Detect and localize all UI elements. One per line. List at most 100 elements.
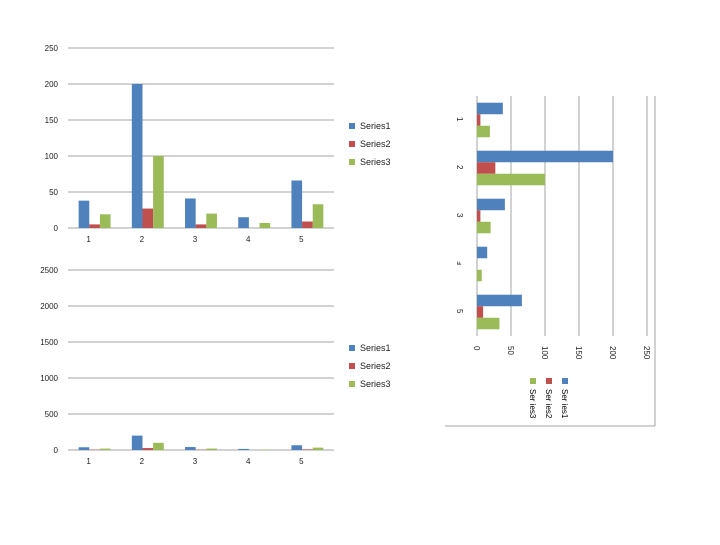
chart3-legend-series2: Ser ies2 [544,378,554,418]
chart1-legend-swatch-2 [349,141,355,147]
chart1-xtick-label: 3 [193,235,198,244]
chart1-legend-label-3: Series3 [360,157,391,167]
chart3-legend-label-1: Ser ies1 [561,389,570,418]
chart2-xtick-label: 3 [193,457,198,466]
chart2-legend-label-1: Series1 [360,343,391,353]
chart1-ytick-label: 150 [45,116,59,125]
chart2-bar [100,449,111,450]
chart1-legend: Series1 Series2 Series3 [349,117,391,171]
chart1-legend-series3: Series3 [349,153,391,171]
chart1-legend-series1: Series1 [349,117,391,135]
chart3-legend-label-2: Ser ies2 [545,389,554,418]
chart2-xtick-label: 5 [299,457,304,466]
chart2-xtick-label: 2 [140,457,145,466]
chart1-xtick-label: 2 [140,235,145,244]
chart3-legend: Ser ies1 Ser ies2 Ser ies3 [528,372,578,422]
chart2-ytick-label: 2500 [40,266,58,275]
chart1-bar [260,223,271,228]
chart3-bar [477,162,495,174]
chart3-bar [477,126,490,138]
chart1-bar [291,180,302,228]
chart2-ytick-label: 1000 [40,374,58,383]
chart2-bar [238,449,249,450]
chart2-bar [153,443,164,450]
chart1-ytick-label: 100 [45,152,59,161]
chart1-bar [100,214,111,228]
chart2-bar [260,449,271,450]
chart2-ytick-label: 500 [45,410,59,419]
chart3-xtick-label: 50 [506,346,515,355]
chart3-bar [477,210,480,222]
chart2-bar [185,447,196,450]
chart1-ytick-label: 0 [54,224,59,233]
chart2-legend-label-2: Series2 [360,361,391,371]
chart2-bar [291,445,302,450]
chart3-bar [477,199,505,211]
chart2-xtick-label: 4 [246,457,251,466]
chart2-bar [142,448,153,450]
chart3-legend-series3: Ser ies3 [528,378,538,418]
chart1-bar [142,209,153,228]
chart2-ytick-label: 1500 [40,338,58,347]
chart2-legend-swatch-2 [349,363,355,369]
chart1-bar [196,224,207,228]
chart1-xtick-label: 5 [299,235,304,244]
chart2-legend-label-3: Series3 [360,379,391,389]
chart2-legend-swatch-1 [349,345,355,351]
chart3-bar [477,114,480,126]
chart1-ytick-label: 50 [49,188,58,197]
chart2-bar [132,436,143,450]
chart1-bar [153,156,164,228]
chart3-bar [477,295,522,307]
chart3-xtick-label: 200 [608,346,617,360]
chart1-xtick-label: 1 [86,235,91,244]
chart1-bar [132,84,143,228]
chart3-category-label: 3 [455,213,464,218]
chart3-xtick-label: 150 [574,346,583,360]
chart3-bar [477,222,491,234]
chart3-legend-series1: Ser ies1 [560,378,570,418]
chart1-ytick-label: 200 [45,80,59,89]
chart3-bar [477,318,499,330]
chart3-bar [477,174,545,186]
chart2-bar [313,448,324,450]
chart3-bar [477,103,503,115]
chart1-bar [313,204,324,228]
chart3-bar [477,270,482,282]
chart3-xtick-label: 100 [540,346,549,360]
chart2-xtick-label: 1 [86,457,91,466]
chart3-category-label: 2 [455,165,464,170]
chart1-bar [89,224,100,228]
chart3-category-label: ⅎ [455,261,464,265]
chart1-bar [206,214,217,228]
chart1-bar [185,198,196,228]
chart2-ytick-label: 2000 [40,302,58,311]
chart1-bar [79,201,90,228]
chart3-legend-swatch-2 [546,378,552,384]
chart3-xtick-label: 250 [642,346,651,360]
chart3-bar [477,151,613,163]
chart2-bar [302,449,313,450]
chart1-ytick-label: 250 [45,44,59,53]
chart3-legend-swatch-1 [562,378,568,384]
chart1-bar [238,217,249,228]
chart3-bar [477,306,483,318]
chart1-legend-series2: Series2 [349,135,391,153]
chart2-legend-series3: Series3 [349,375,391,393]
chart3-category-label: 5 [455,309,464,314]
chart2-ytick-label: 0 [54,446,59,455]
chart2-legend-swatch-3 [349,381,355,387]
chart3-category-label: 1 [455,117,464,122]
chart2-bar [79,447,90,450]
chart1-legend-label-1: Series1 [360,121,391,131]
chart2-legend: Series1 Series2 Series3 [349,339,391,393]
chart2-legend-series1: Series1 [349,339,391,357]
chart3-legend-label-3: Ser ies3 [529,389,538,418]
chart3-legend-swatch-3 [530,378,536,384]
chart1-legend-swatch-3 [349,159,355,165]
chart1-legend-label-2: Series2 [360,139,391,149]
chart2-legend-series2: Series2 [349,357,391,375]
chart1-xtick-label: 4 [246,235,251,244]
